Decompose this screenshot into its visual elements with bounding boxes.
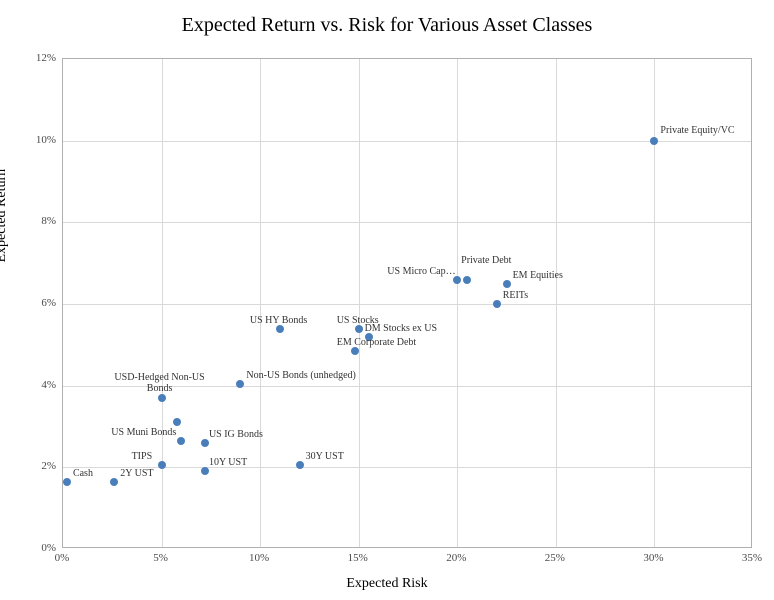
x-tick-label: 15% xyxy=(348,552,368,564)
data-point xyxy=(463,276,471,284)
data-point xyxy=(493,300,501,308)
x-tick-label: 0% xyxy=(55,552,70,564)
gridline-vertical xyxy=(654,59,655,547)
gridline-horizontal xyxy=(63,467,751,468)
gridline-horizontal xyxy=(63,222,751,223)
data-point xyxy=(351,347,359,355)
x-axis-label: Expected Risk xyxy=(0,576,774,592)
chart-title: Expected Return vs. Risk for Various Ass… xyxy=(0,14,774,37)
data-point xyxy=(177,437,185,445)
data-point-label: REITs xyxy=(503,290,528,301)
data-point xyxy=(650,137,658,145)
gridline-vertical xyxy=(556,59,557,547)
y-tick-label: 0% xyxy=(6,542,56,554)
data-point-label: 2Y UST xyxy=(120,468,153,479)
data-point-label: 10Y UST xyxy=(209,457,247,468)
gridline-vertical xyxy=(359,59,360,547)
plot-area: Cash 2Y UST TIPS 10Y UST US Muni Bonds US IG … xyxy=(62,58,752,548)
x-tick-label: 10% xyxy=(249,552,269,564)
data-point-label: EM Corporate Debt xyxy=(337,337,416,348)
data-point xyxy=(173,418,181,426)
data-point xyxy=(296,461,304,469)
x-tick-label: 30% xyxy=(643,552,663,564)
y-tick-label: 2% xyxy=(6,460,56,472)
data-point xyxy=(276,325,284,333)
data-point-label: 30Y UST xyxy=(306,451,344,462)
gridline-vertical xyxy=(457,59,458,547)
gridline-vertical xyxy=(162,59,163,547)
x-tick-label: 25% xyxy=(545,552,565,564)
data-point xyxy=(110,478,118,486)
scatter-chart: Expected Return vs. Risk for Various Ass… xyxy=(0,0,774,600)
y-tick-label: 8% xyxy=(6,215,56,227)
data-point xyxy=(453,276,461,284)
data-point xyxy=(503,280,511,288)
x-tick-label: 5% xyxy=(153,552,168,564)
data-point xyxy=(355,325,363,333)
data-point xyxy=(236,380,244,388)
data-point-label: Private Debt xyxy=(461,255,511,266)
data-point-label: Non-US Bonds (unhedged) xyxy=(246,370,355,381)
data-point-label: USD-Hedged Non-USBonds xyxy=(100,372,220,394)
gridline-vertical xyxy=(260,59,261,547)
data-point xyxy=(158,394,166,402)
data-point-label: US Muni Bonds xyxy=(111,427,176,438)
data-point-label: TIPS xyxy=(132,451,153,462)
y-tick-label: 4% xyxy=(6,379,56,391)
x-tick-label: 20% xyxy=(446,552,466,564)
data-point-label: DM Stocks ex US xyxy=(365,323,438,334)
x-tick-label: 35% xyxy=(742,552,762,564)
data-point-label: Cash xyxy=(73,468,93,479)
data-point xyxy=(158,461,166,469)
data-point-label: Private Equity/VC xyxy=(660,125,734,136)
y-tick-label: 6% xyxy=(6,297,56,309)
data-point-label: US IG Bonds xyxy=(209,429,263,440)
data-point-label: US Micro Cap… xyxy=(387,266,455,277)
y-tick-label: 10% xyxy=(6,134,56,146)
data-point xyxy=(201,439,209,447)
data-point-label: EM Equities xyxy=(513,270,563,281)
data-point xyxy=(63,478,71,486)
gridline-horizontal xyxy=(63,304,751,305)
data-point-label: US HY Bonds xyxy=(250,315,307,326)
gridline-horizontal xyxy=(63,141,751,142)
y-tick-label: 12% xyxy=(6,52,56,64)
data-point xyxy=(201,467,209,475)
